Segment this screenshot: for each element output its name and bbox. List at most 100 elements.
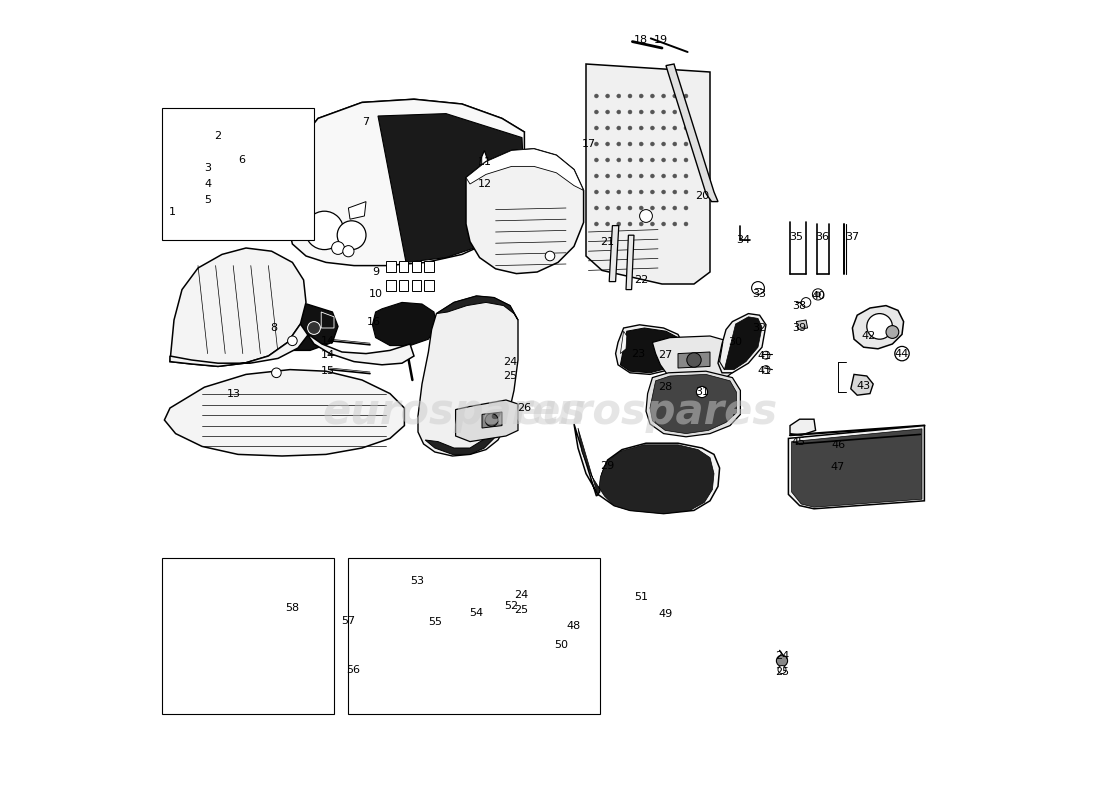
FancyBboxPatch shape [349,558,601,714]
Text: 19: 19 [653,35,668,45]
Polygon shape [425,261,435,272]
Circle shape [628,142,632,146]
Text: 55: 55 [428,618,442,627]
Text: 9: 9 [372,267,379,277]
Circle shape [519,602,525,608]
Polygon shape [586,64,710,284]
Text: 54: 54 [470,608,484,618]
Polygon shape [349,202,366,219]
Circle shape [517,594,527,603]
Polygon shape [426,420,500,454]
Circle shape [594,158,598,162]
Circle shape [481,181,487,187]
Text: 40: 40 [812,291,826,301]
Polygon shape [620,328,682,373]
Text: 48: 48 [566,621,581,630]
Circle shape [639,110,643,114]
Circle shape [813,289,824,300]
Polygon shape [718,314,766,373]
Circle shape [606,94,609,98]
Polygon shape [399,280,408,291]
Circle shape [606,174,609,178]
Polygon shape [852,306,903,349]
Text: 58: 58 [285,603,299,613]
Polygon shape [164,370,405,456]
Text: 44: 44 [895,349,909,358]
Circle shape [639,206,643,210]
Polygon shape [574,424,719,514]
Text: 13: 13 [227,389,241,398]
Polygon shape [437,296,518,320]
Circle shape [628,94,632,98]
Circle shape [673,94,676,98]
Circle shape [661,126,666,130]
Text: 52: 52 [505,602,519,611]
Text: 22: 22 [634,275,648,285]
Text: 18: 18 [634,35,648,45]
Text: 29: 29 [601,461,615,470]
Text: 36: 36 [815,232,829,242]
Text: 25: 25 [514,605,528,614]
Text: 45: 45 [791,437,805,446]
Circle shape [639,174,643,178]
Polygon shape [725,317,762,370]
Circle shape [661,206,666,210]
Text: 1: 1 [169,207,176,217]
Circle shape [751,282,764,294]
Polygon shape [626,235,634,290]
Text: 24: 24 [503,357,517,366]
Circle shape [606,110,609,114]
Circle shape [684,222,688,226]
Text: 14: 14 [320,336,334,346]
Circle shape [684,110,688,114]
Circle shape [191,664,201,674]
Circle shape [661,222,666,226]
Text: eurospares: eurospares [515,391,778,433]
Circle shape [673,142,676,146]
Circle shape [684,206,688,210]
Text: 57: 57 [341,616,355,626]
Text: 28: 28 [658,382,672,392]
Text: 25: 25 [774,667,789,677]
Circle shape [639,142,643,146]
Text: 8: 8 [271,323,277,333]
Polygon shape [265,598,294,627]
Circle shape [270,602,289,621]
Text: 33: 33 [752,290,767,299]
Text: 14: 14 [320,350,334,360]
FancyBboxPatch shape [162,108,314,240]
Polygon shape [652,336,740,382]
Circle shape [628,110,632,114]
Circle shape [287,336,297,346]
Circle shape [684,94,688,98]
Polygon shape [378,114,525,262]
Text: 16: 16 [367,317,381,326]
Circle shape [606,206,609,210]
Text: 23: 23 [631,349,645,358]
Polygon shape [170,324,414,366]
Text: eurospares: eurospares [358,614,550,642]
Text: eurospares: eurospares [322,391,585,433]
Circle shape [192,612,204,623]
Circle shape [650,222,654,226]
Circle shape [617,222,620,226]
Polygon shape [578,428,714,514]
Circle shape [867,314,892,339]
Circle shape [628,174,632,178]
Text: 39: 39 [792,323,806,333]
Circle shape [617,94,620,98]
Circle shape [661,142,666,146]
Polygon shape [582,604,595,662]
Text: 20: 20 [695,191,710,201]
Text: 6: 6 [239,155,245,165]
FancyBboxPatch shape [162,558,334,714]
Polygon shape [480,150,488,176]
Circle shape [673,174,676,178]
Polygon shape [418,296,518,456]
Circle shape [673,110,676,114]
Polygon shape [353,606,366,610]
Polygon shape [266,304,338,350]
Text: 21: 21 [601,237,615,246]
Circle shape [331,242,344,254]
Polygon shape [170,248,306,366]
